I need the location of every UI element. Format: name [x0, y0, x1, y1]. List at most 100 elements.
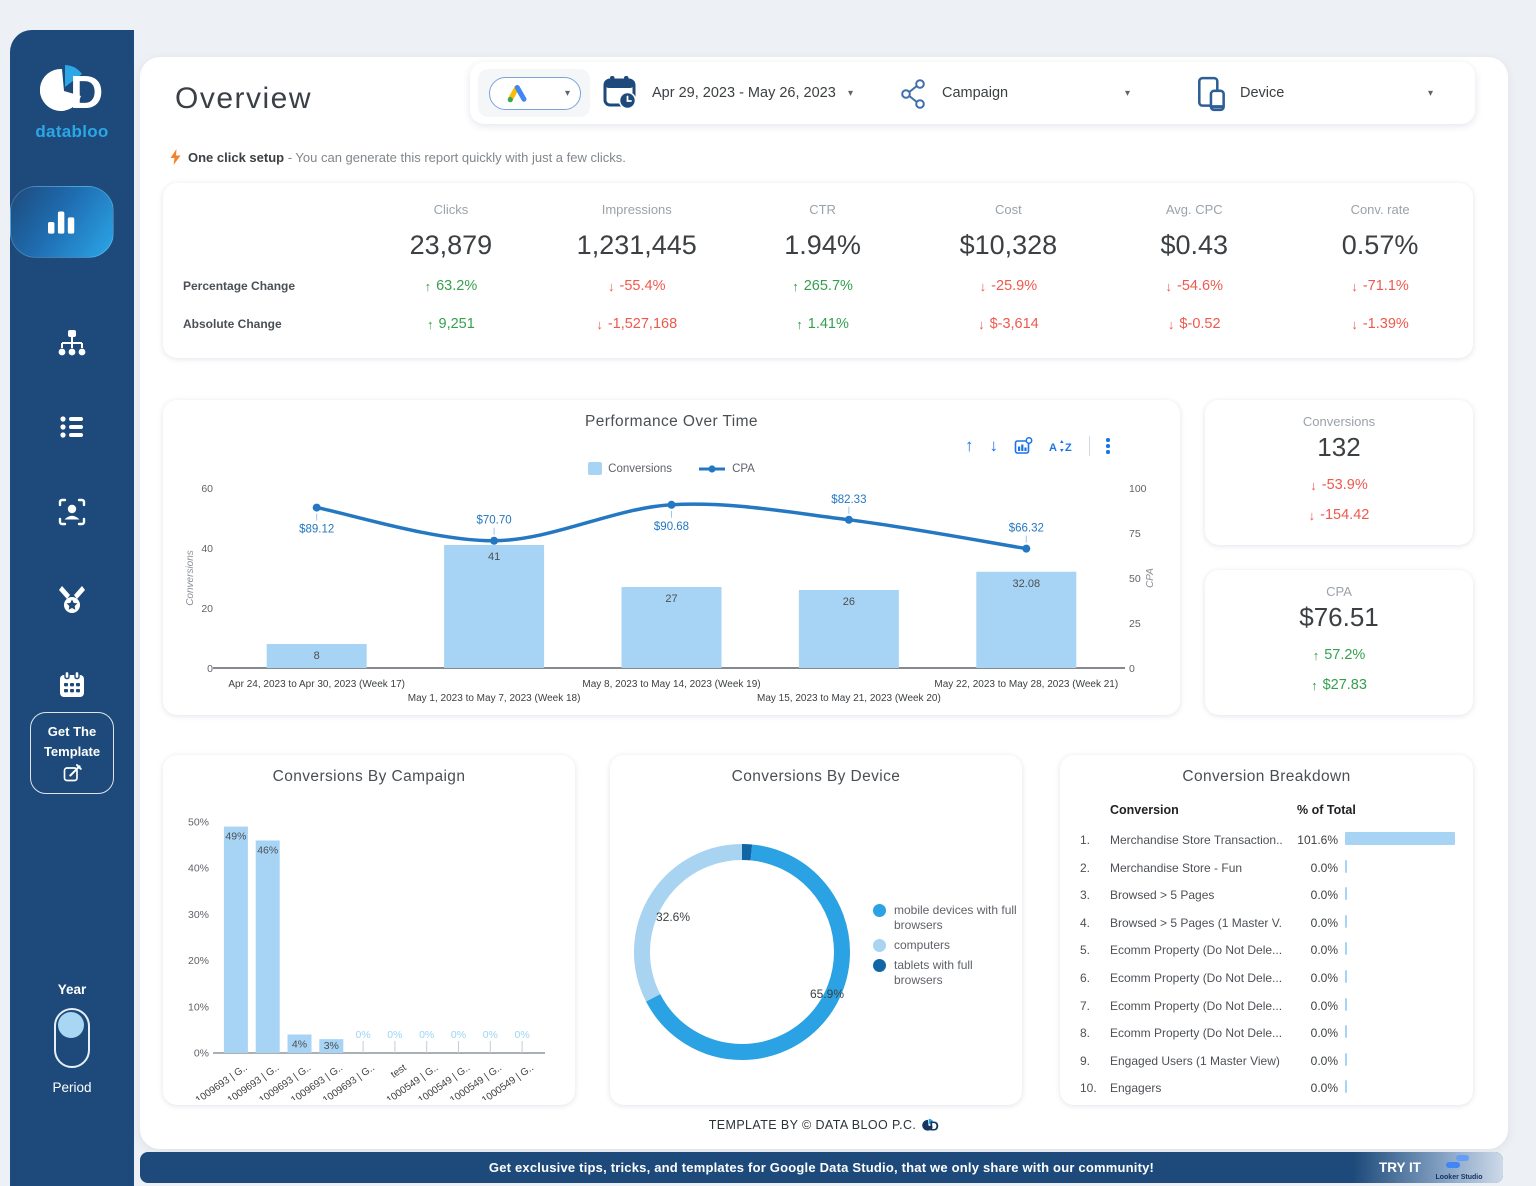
- svg-text:$66.32: $66.32: [1009, 523, 1044, 535]
- chart-settings-icon[interactable]: [1014, 437, 1033, 455]
- sidebar-item-overview[interactable]: [10, 186, 114, 258]
- svg-text:40: 40: [201, 543, 213, 555]
- pct-of-total-bar: [1345, 859, 1347, 873]
- chevron-down-icon[interactable]: ▾: [1428, 88, 1434, 99]
- sidebar-item-keywords[interactable]: [10, 405, 134, 449]
- credit-text: TEMPLATE BY © DATA BLOO P.C.: [708, 1118, 917, 1132]
- kpi-metric-value: 23,879: [409, 229, 493, 260]
- sort-az-icon[interactable]: A Z: [1049, 438, 1073, 454]
- get-template-button[interactable]: Get The Template: [30, 712, 114, 794]
- kpi-abs-change: ↑ 1.41%: [796, 316, 849, 332]
- chevron-down-icon[interactable]: ▾: [848, 88, 854, 99]
- table-row: 10. Engagers 0.0%: [1060, 1074, 1473, 1102]
- sidebar-item-schedule[interactable]: [10, 663, 134, 707]
- table-row: 8. Ecomm Property (Do Not Dele... 0.0%: [1060, 1019, 1473, 1047]
- promo-banner: Get exclusive tips, tricks, and template…: [140, 1152, 1503, 1183]
- svg-text:CPA: CPA: [1145, 568, 1156, 588]
- move-down-icon[interactable]: ↓: [989, 436, 999, 455]
- svg-text:May 22, 2023 to May 28, 2023 (: May 22, 2023 to May 28, 2023 (Week 21): [934, 679, 1118, 690]
- svg-text:20: 20: [201, 603, 213, 615]
- campaign-bar[interactable]: [319, 1039, 344, 1053]
- legend-dot-icon: [873, 959, 886, 972]
- pct-of-total-bar: [1345, 1025, 1347, 1039]
- more-menu-icon[interactable]: [1106, 438, 1110, 454]
- toggle-knob: [57, 1011, 84, 1038]
- svg-text:0: 0: [207, 663, 213, 675]
- kpi-metric-value: $0.43: [1160, 229, 1229, 260]
- svg-text:$70.70: $70.70: [477, 515, 512, 527]
- move-up-icon[interactable]: ↑: [965, 436, 974, 455]
- pct-of-total-bar: [1345, 1080, 1347, 1094]
- list-icon: [60, 416, 83, 438]
- svg-text:32.6%: 32.6%: [656, 910, 690, 924]
- sidebar-item-campaigns[interactable]: [10, 321, 134, 365]
- svg-text:60: 60: [201, 483, 213, 495]
- campaign-filter[interactable]: Campaign: [942, 62, 1008, 124]
- breakdown-table: 1. Merchandise Store Transaction... 101.6%…: [1060, 826, 1473, 1102]
- device-filter[interactable]: Device: [1240, 62, 1284, 124]
- svg-text:25: 25: [1129, 618, 1141, 630]
- legend-dot-icon: [873, 939, 886, 952]
- table-row: 7. Ecomm Property (Do Not Dele... 0.0%: [1060, 992, 1473, 1020]
- databloo-mini-logo-icon: D: [922, 1118, 939, 1133]
- device-donut-chart[interactable]: 65.9% 32.6%: [610, 760, 1022, 1095]
- try-it-button[interactable]: TRY IT: [1378, 1160, 1421, 1175]
- conversions-bar[interactable]: [266, 644, 367, 668]
- kpi-abs-change: ↓ $-0.52: [1167, 316, 1221, 332]
- table-row: 9. Engaged Users (1 Master View) 0.0%: [1060, 1047, 1473, 1075]
- svg-text:D: D: [70, 66, 103, 118]
- conversions-bar[interactable]: [621, 587, 722, 668]
- campaign-bar[interactable]: [223, 826, 248, 1053]
- svg-text:75: 75: [1129, 528, 1141, 540]
- svg-text:test: test: [389, 1062, 409, 1080]
- setup-note: One click setup - You can generate this …: [170, 149, 626, 165]
- legend-label-conversions: Conversions: [608, 462, 673, 475]
- campaign-bar-chart[interactable]: 0%10%20%30%40%50%49%1009693 | G..46%1009…: [173, 795, 565, 1100]
- toggle-label-period[interactable]: Period: [52, 1080, 92, 1095]
- donut-slice[interactable]: [634, 844, 850, 1060]
- conversions-bar[interactable]: [798, 590, 899, 668]
- legend-dot-icon: [873, 904, 886, 917]
- sidebar-item-performance[interactable]: [10, 578, 134, 622]
- performance-combo-chart[interactable]: 0 20 40 60 0 25 50 75 100 Conversions CPA 8 41 27 26 32…: [183, 478, 1160, 710]
- kpi-card: [163, 183, 1473, 358]
- pct-of-total-bar: [1345, 997, 1347, 1011]
- campaign-bar[interactable]: [255, 840, 280, 1053]
- kpi-pct-change: ↓ -71.1%: [1351, 278, 1409, 294]
- toggle-label-year[interactable]: Year: [57, 982, 87, 997]
- kpi-metric-value: 1.94%: [784, 229, 861, 260]
- kpi-metric-label: Impressions: [601, 201, 672, 217]
- conversions-bar[interactable]: [976, 571, 1077, 668]
- sidebar-item-audience[interactable]: [10, 490, 134, 534]
- scorecard-value: $76.51: [1299, 602, 1379, 632]
- pct-of-total-bar: [1345, 887, 1347, 901]
- conversions-bar[interactable]: [444, 545, 545, 668]
- legend-item: computers: [873, 938, 1023, 953]
- scorecard-abs-change: ↑ $27.83: [1311, 677, 1367, 693]
- year-period-toggle[interactable]: [54, 1008, 90, 1068]
- scorecard-label: Conversions: [1302, 414, 1376, 429]
- svg-text:0%: 0%: [483, 1029, 498, 1041]
- campaign-bar[interactable]: [287, 1034, 312, 1053]
- donut-slice[interactable]: [634, 844, 850, 1060]
- google-ads-selector[interactable]: ▾: [489, 77, 581, 110]
- svg-text:Z: Z: [1065, 442, 1072, 454]
- down-arrow-icon: ↓: [1310, 477, 1317, 493]
- table-row: 5. Ecomm Property (Do Not Dele... 0.0%: [1060, 936, 1473, 964]
- svg-text:0%: 0%: [387, 1029, 402, 1041]
- pct-of-total-bar: [1345, 942, 1347, 956]
- conversion-breakdown-card: Conversion Breakdown: [1060, 755, 1473, 1105]
- looker-studio-watermark: Looker Studio: [1423, 1155, 1495, 1181]
- looker-studio-icon: [1446, 1155, 1469, 1168]
- date-range-selector[interactable]: Apr 29, 2023 - May 26, 2023: [652, 62, 836, 124]
- chevron-down-icon[interactable]: ▾: [1125, 88, 1131, 99]
- svg-text:26: 26: [843, 596, 855, 608]
- conversions-by-device-card: Conversions By Device: [610, 755, 1022, 1105]
- chart-toolbar: ↑ ↓ A Z: [965, 436, 1110, 456]
- user-focus-icon: [58, 498, 86, 526]
- chart-title: Conversion Breakdown: [1182, 768, 1351, 785]
- filter-bar: [470, 62, 1475, 124]
- cpa-point: [667, 500, 676, 509]
- svg-text:0%: 0%: [419, 1029, 434, 1041]
- device-filter-label: Device: [1240, 85, 1285, 101]
